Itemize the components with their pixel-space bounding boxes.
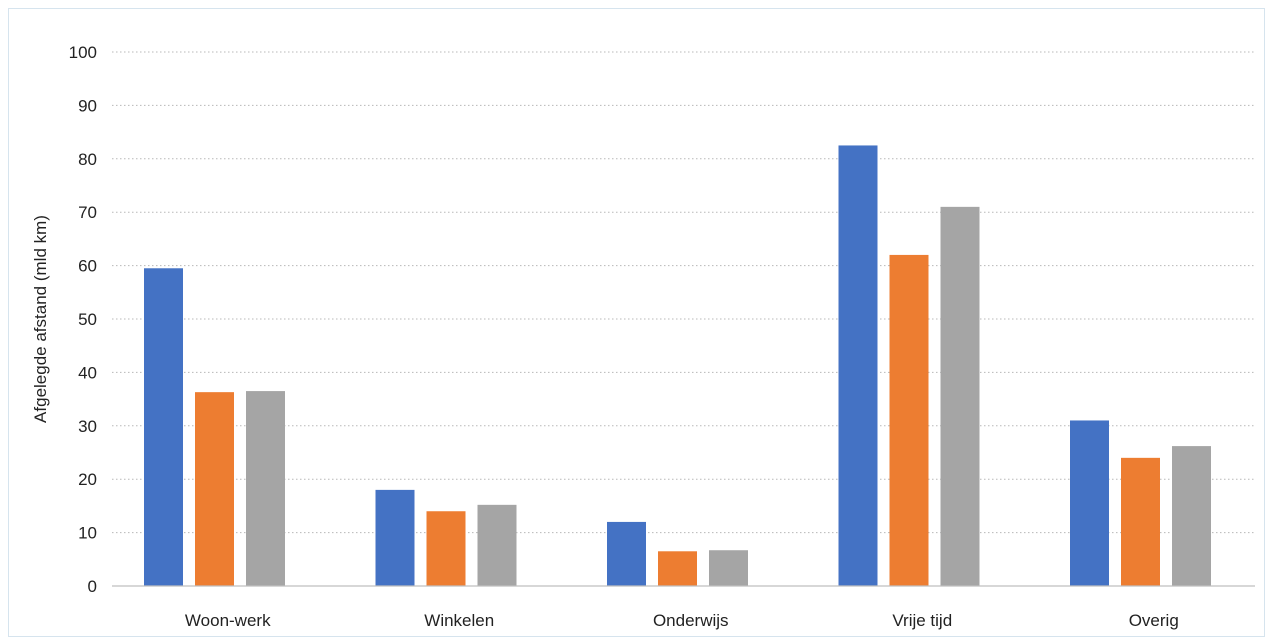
x-tick-label: Vrije tijd	[892, 611, 952, 630]
y-tick-label: 50	[78, 310, 97, 329]
y-tick-label: 80	[78, 150, 97, 169]
x-tick-label: Overig	[1129, 611, 1179, 630]
bar-overig-series-3	[1172, 446, 1211, 586]
y-tick-label: 60	[78, 257, 97, 276]
y-tick-label: 0	[88, 577, 97, 596]
y-tick-label: 10	[78, 524, 97, 543]
bar-onderwijs-series-3	[709, 550, 748, 586]
bar-onderwijs-series-2	[658, 551, 697, 586]
y-axis-title: Afgelegde afstand (mld km)	[31, 215, 50, 423]
gridlines	[112, 51, 1255, 534]
y-tick-label: 100	[69, 43, 97, 62]
bar-woon-werk-series-3	[246, 391, 285, 586]
x-tick-label: Winkelen	[424, 611, 494, 630]
x-tick-label: Onderwijs	[653, 611, 729, 630]
bar-winkelen-series-2	[426, 511, 466, 586]
y-tick-label: 90	[78, 96, 97, 115]
bar-overig-series-2	[1121, 457, 1160, 586]
bar-overig-series-1	[1070, 420, 1109, 586]
bar-woon-werk-series-1	[144, 268, 183, 586]
x-tick-label: Woon-werk	[185, 611, 271, 630]
bar-vrije-tijd-series-1	[838, 145, 878, 586]
bar-woon-werk-series-2	[195, 392, 234, 586]
y-tick-label: 20	[78, 470, 97, 489]
y-tick-label: 70	[78, 203, 97, 222]
bar-onderwijs-series-1	[607, 521, 646, 586]
bar-vrije-tijd-series-3	[940, 206, 980, 587]
y-tick-label: 30	[78, 417, 97, 436]
bar-winkelen-series-3	[477, 504, 517, 586]
bars	[144, 145, 1211, 587]
y-tick-label: 40	[78, 363, 97, 382]
bar-vrije-tijd-series-2	[889, 254, 929, 587]
axes: 0 10 20 30 40 50 60 70 80 90 100 Woon-werk Winkelen O…	[69, 43, 1255, 630]
bar-winkelen-series-1	[375, 489, 415, 586]
